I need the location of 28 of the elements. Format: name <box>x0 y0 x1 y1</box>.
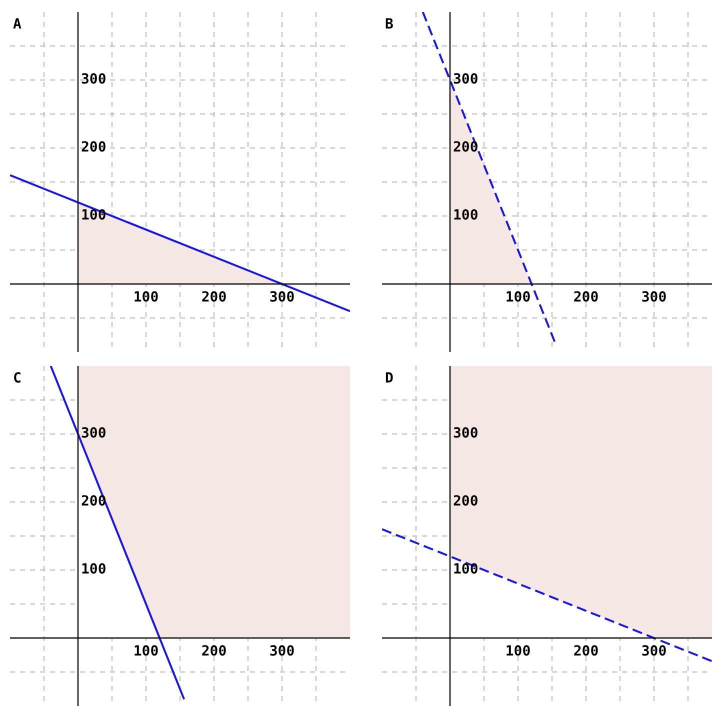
y-tick-label: 200 <box>453 140 478 156</box>
chart-title: D <box>385 370 394 387</box>
x-tick-label: 300 <box>641 644 667 660</box>
x-tick-label: 200 <box>201 644 227 660</box>
y-tick-label: 100 <box>453 562 478 578</box>
y-tick-label: 300 <box>81 72 106 88</box>
x-tick-label: 300 <box>269 644 295 660</box>
x-tick-label: 300 <box>269 290 295 306</box>
x-tick-label: 200 <box>573 290 599 306</box>
x-tick-label: 300 <box>641 290 667 306</box>
y-tick-label: 300 <box>81 426 106 442</box>
chart-title: B <box>385 16 394 33</box>
y-tick-label: 300 <box>453 426 478 442</box>
x-tick-label: 200 <box>201 290 227 306</box>
x-tick-label: 200 <box>573 644 599 660</box>
y-tick-label: 100 <box>81 208 106 224</box>
x-tick-label: 100 <box>133 644 159 660</box>
y-tick-label: 200 <box>453 494 478 510</box>
y-tick-label: 200 <box>81 140 106 156</box>
chart-title: C <box>13 370 22 387</box>
y-tick-label: 100 <box>453 208 478 224</box>
x-tick-label: 100 <box>133 290 159 306</box>
y-tick-label: 200 <box>81 494 106 510</box>
y-tick-label: 300 <box>453 72 478 88</box>
y-tick-label: 100 <box>81 562 106 578</box>
x-tick-label: 100 <box>505 290 531 306</box>
x-tick-label: 100 <box>505 644 531 660</box>
chart-title: A <box>13 16 22 33</box>
